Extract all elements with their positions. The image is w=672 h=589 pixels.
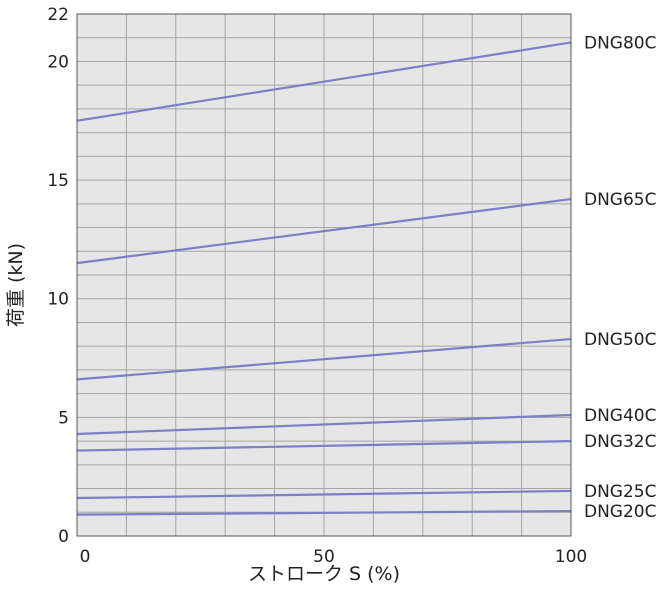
- series-line-dng25c: [76, 489, 572, 500]
- x-axis-ticks: 0 50 100: [80, 547, 588, 567]
- plot-frame: [76, 13, 572, 537]
- series-line-dng40c: [76, 413, 572, 436]
- series-label-dng40c: DNG40C: [584, 406, 656, 426]
- y-tick-label: 22: [47, 5, 69, 25]
- series-line-dng65c: [76, 197, 572, 265]
- series-lines: [76, 41, 572, 516]
- series-line-dng32c: [76, 439, 572, 452]
- series-label-dng65c: DNG65C: [584, 190, 656, 210]
- y-tick-label: 5: [58, 408, 69, 428]
- x-axis-title: ストローク S (%): [248, 563, 400, 585]
- series-labels: DNG80C DNG65C DNG50C DNG40C DNG32C DNG25CDNG2…: [584, 33, 656, 522]
- series-line-dng80c: [76, 41, 572, 122]
- x-tick-label: 100: [555, 547, 587, 567]
- series-label-dng25c: DNG25C: [584, 482, 656, 502]
- series-label-dng50c: DNG50C: [584, 330, 656, 350]
- series-label-dng80c: DNG80C: [584, 33, 656, 53]
- series-label-dng20c: DNG20C: [584, 502, 656, 522]
- y-tick-label: 20: [47, 52, 69, 72]
- y-axis-ticks: 0 5 10 15 20 22: [47, 5, 69, 547]
- y-tick-label: 0: [58, 527, 69, 547]
- x-tick-label: 0: [80, 547, 91, 567]
- x-tick-label: 50: [313, 547, 335, 567]
- y-axis-title: 荷重 (kN): [5, 243, 27, 327]
- series-line-dng50c: [76, 337, 572, 381]
- series-label-dng32c: DNG32C: [584, 432, 656, 452]
- y-tick-label: 15: [47, 171, 69, 191]
- y-tick-label: 10: [47, 290, 69, 310]
- series-line-dng20c: [76, 509, 572, 516]
